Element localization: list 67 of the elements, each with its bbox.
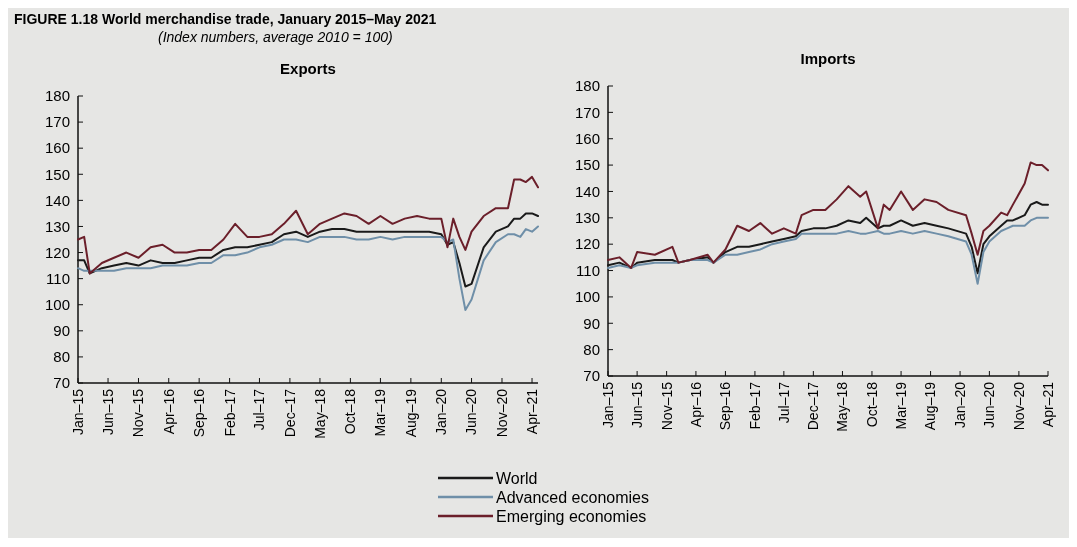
legend-label: Advanced economies bbox=[496, 488, 649, 506]
x-tick-label: Mar–19 bbox=[372, 388, 389, 437]
x-tick-label: Jan–20 bbox=[433, 388, 450, 435]
line-series bbox=[77, 175, 539, 275]
chart-title: Imports bbox=[800, 50, 856, 67]
y-tick-label: 160 bbox=[44, 139, 70, 157]
line-series bbox=[607, 216, 1049, 285]
x-tick-label: Jul–17 bbox=[251, 388, 268, 431]
chart-title: Exports bbox=[280, 60, 336, 77]
legend-label: Emerging economies bbox=[496, 507, 647, 525]
x-tick-label: Feb–17 bbox=[221, 388, 238, 437]
x-tick-label: Sep–16 bbox=[717, 381, 734, 431]
y-tick-label: 180 bbox=[44, 87, 70, 105]
caption: FIGURE 1.18 World merchandise trade, January 2015–May 2021 bbox=[14, 11, 437, 27]
y-tick-label: 140 bbox=[44, 191, 70, 209]
line-series bbox=[607, 161, 1049, 269]
y-tick-label: 120 bbox=[44, 243, 70, 261]
legend-label: World bbox=[496, 469, 538, 487]
line-series bbox=[77, 225, 539, 311]
x-tick-label: May–18 bbox=[311, 388, 328, 439]
y-tick-label: 90 bbox=[53, 322, 70, 340]
y-tick-label: 150 bbox=[44, 165, 70, 183]
y-tick-label: 130 bbox=[574, 209, 600, 227]
x-tick-label: Mar–19 bbox=[892, 381, 909, 430]
y-tick-label: 110 bbox=[46, 269, 70, 287]
y-tick-label: 180 bbox=[574, 77, 600, 95]
y-tick-label: 120 bbox=[574, 235, 600, 253]
y-tick-label: 90 bbox=[583, 314, 600, 332]
x-tick-label: Jul–17 bbox=[775, 381, 792, 424]
y-tick-label: 170 bbox=[44, 113, 70, 131]
x-tick-label: Apr–16 bbox=[160, 388, 177, 435]
x-tick-label: Dec–17 bbox=[805, 381, 822, 431]
x-tick-label: Jun–20 bbox=[463, 388, 480, 435]
x-tick-label: Jun–15 bbox=[99, 388, 116, 435]
x-tick-label: Aug–19 bbox=[402, 388, 419, 438]
x-tick-label: Apr–16 bbox=[687, 381, 704, 428]
y-tick-label: 100 bbox=[44, 295, 70, 313]
x-tick-label: Apr–21 bbox=[1039, 381, 1056, 428]
x-tick-label: Feb–17 bbox=[746, 381, 763, 430]
x-tick-label: Oct–18 bbox=[342, 388, 359, 435]
y-tick-label: 140 bbox=[574, 182, 600, 200]
x-tick-label: Nov–20 bbox=[1010, 381, 1027, 431]
y-tick-label: 170 bbox=[574, 103, 600, 121]
x-tick-label: Oct–18 bbox=[863, 381, 880, 428]
x-tick-label: Jan–15 bbox=[69, 388, 86, 435]
y-tick-label: 80 bbox=[53, 348, 70, 366]
x-tick-label: Jan–20 bbox=[951, 381, 968, 428]
x-tick-label: Dec–17 bbox=[281, 388, 298, 438]
y-tick-label: 110 bbox=[576, 261, 600, 279]
y-tick-label: 100 bbox=[574, 288, 600, 306]
x-tick-label: Jan–15 bbox=[599, 381, 616, 428]
x-tick-label: Jun–20 bbox=[981, 381, 998, 428]
text: (Index numbers, average 2010 = 100) bbox=[158, 29, 393, 45]
x-tick-label: Nov–15 bbox=[658, 381, 675, 431]
x-tick-label: Nov–15 bbox=[130, 388, 147, 438]
y-tick-label: 130 bbox=[44, 217, 70, 235]
x-tick-label: Jun–15 bbox=[629, 381, 646, 428]
y-tick-label: 80 bbox=[583, 340, 600, 358]
x-tick-label: May–18 bbox=[834, 381, 851, 432]
x-tick-label: Apr–21 bbox=[523, 388, 540, 435]
y-tick-label: 150 bbox=[574, 156, 600, 174]
x-tick-label: Nov–20 bbox=[493, 388, 510, 438]
x-tick-label: Sep–16 bbox=[191, 388, 208, 438]
y-tick-label: 160 bbox=[574, 129, 600, 147]
y-tick-label: 70 bbox=[53, 374, 70, 392]
x-tick-label: Aug–19 bbox=[922, 381, 939, 431]
y-tick-label: 70 bbox=[583, 367, 600, 385]
